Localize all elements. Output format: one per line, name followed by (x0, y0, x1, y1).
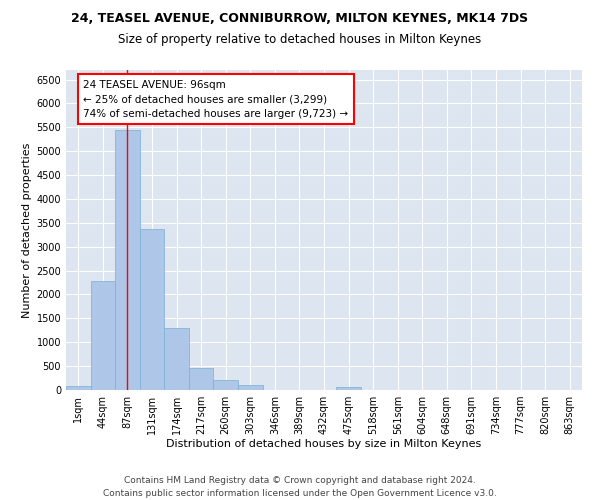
Text: Contains HM Land Registry data © Crown copyright and database right 2024.
Contai: Contains HM Land Registry data © Crown c… (103, 476, 497, 498)
Bar (66, 386, 91, 390)
Text: Size of property relative to detached houses in Milton Keynes: Size of property relative to detached ho… (118, 32, 482, 46)
Bar (164, 328, 189, 390)
Bar (189, 368, 214, 390)
Bar (214, 380, 238, 390)
Text: 24 TEASEL AVENUE: 96sqm
← 25% of detached houses are smaller (3,299)
74% of semi: 24 TEASEL AVENUE: 96sqm ← 25% of detache… (83, 80, 349, 119)
X-axis label: Distribution of detached houses by size in Milton Keynes: Distribution of detached houses by size … (166, 438, 482, 448)
Bar (336, 388, 361, 390)
Bar (115, 130, 140, 390)
Y-axis label: Number of detached properties: Number of detached properties (22, 142, 32, 318)
Bar (140, 228, 164, 390)
Bar (91, 281, 115, 390)
Text: 24, TEASEL AVENUE, CONNIBURROW, MILTON KEYNES, MK14 7DS: 24, TEASEL AVENUE, CONNIBURROW, MILTON K… (71, 12, 529, 26)
Bar (238, 385, 263, 390)
